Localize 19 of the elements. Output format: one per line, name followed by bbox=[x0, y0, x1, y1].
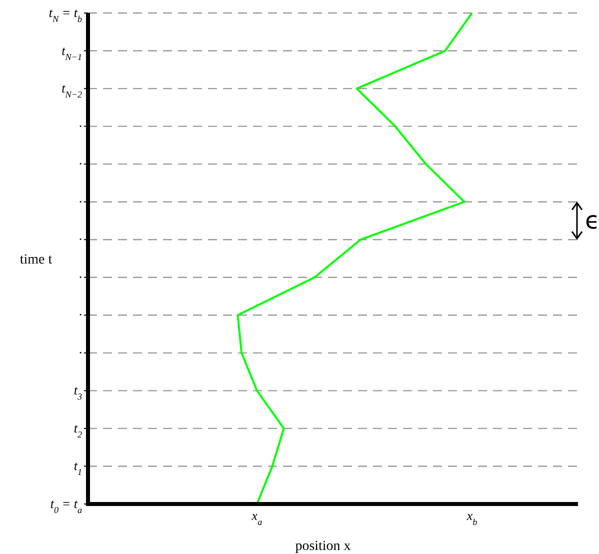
y-tick-label: t$_{2}$ bbox=[74, 420, 82, 440]
x-axis-title: position x bbox=[295, 539, 351, 554]
y-tick-label: · bbox=[78, 156, 82, 172]
y-tick-label: t$_{N−1}$ bbox=[62, 42, 82, 62]
y-tick-label: t$_{N−2}$ bbox=[62, 80, 82, 100]
y-tick-label: · bbox=[78, 344, 82, 360]
y-tick-label: t$_{0}$ = t$_{a}$ bbox=[50, 496, 82, 515]
text: ϵ bbox=[585, 206, 599, 235]
y-tick-label: t$_{3}$ bbox=[74, 382, 82, 402]
y-tick-label: · bbox=[78, 269, 82, 284]
y-tick-label: t$_{1}$ bbox=[74, 458, 82, 478]
y-tick-label: · bbox=[78, 307, 82, 322]
y-tick-label: t$_{N}$ = t$_{b}$ bbox=[48, 5, 82, 24]
y-tick-label: · bbox=[78, 232, 82, 247]
y-axis-title: time t bbox=[20, 252, 52, 268]
y-tick-label: · bbox=[78, 118, 82, 134]
text: x$_{a}$ bbox=[250, 508, 263, 527]
text: x$_{b}$ bbox=[466, 508, 478, 527]
y-tick-label: · bbox=[78, 194, 82, 209]
